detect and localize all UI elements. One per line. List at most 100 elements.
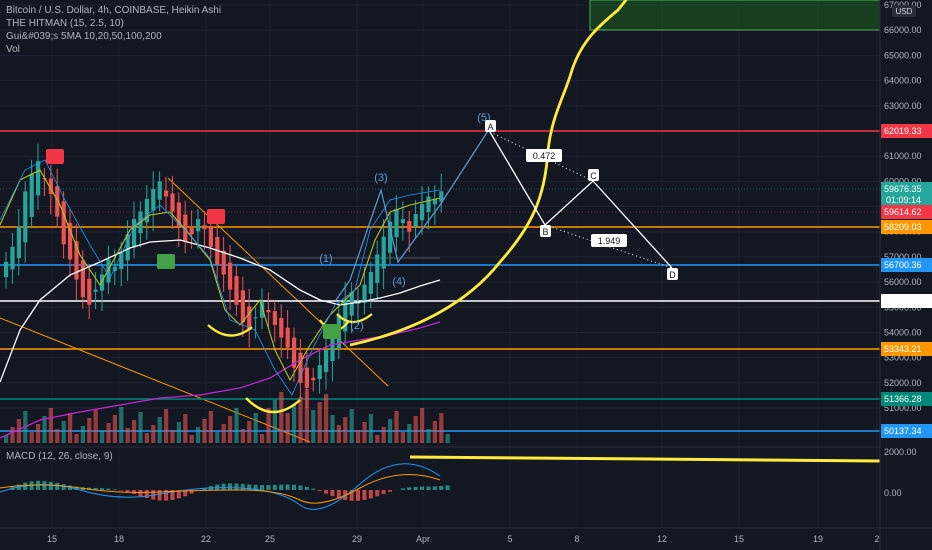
symbol-title[interactable]: Bitcoin / U.S. Dollar, 4h, COINBASE, Hei… bbox=[6, 5, 222, 16]
macd-histogram-bar bbox=[240, 483, 245, 490]
candle-body bbox=[55, 186, 60, 217]
macd-histogram-bar bbox=[330, 490, 335, 497]
price-tick-label: 51000.00 bbox=[884, 403, 922, 413]
wave-path bbox=[335, 130, 489, 301]
harmonic-point-box bbox=[588, 169, 599, 181]
candle-body bbox=[324, 350, 329, 373]
volume-bar bbox=[74, 434, 79, 443]
time-tick-label: 2 bbox=[874, 534, 879, 544]
candle-body bbox=[202, 225, 207, 230]
volume-bar bbox=[317, 402, 322, 443]
time-tick-label: 22 bbox=[201, 534, 211, 544]
volume-bar bbox=[151, 425, 156, 443]
chart-legend: Bitcoin / U.S. Dollar, 4h, COINBASE, Hei… bbox=[6, 4, 221, 56]
volume-bar bbox=[356, 430, 361, 443]
macd-histogram-bar bbox=[228, 483, 232, 490]
volume-bar bbox=[16, 419, 21, 443]
sell-signal-icon bbox=[207, 209, 225, 224]
macd-histogram-bar bbox=[125, 490, 130, 493]
buy-signal-icon bbox=[323, 324, 341, 339]
candle-body bbox=[413, 214, 418, 227]
candle-body bbox=[311, 377, 316, 381]
candle-body bbox=[285, 327, 290, 348]
candle-body bbox=[164, 190, 169, 197]
price-tag-box bbox=[881, 205, 932, 219]
macd-histogram-bar bbox=[445, 485, 450, 490]
volume-bar bbox=[426, 429, 431, 443]
candle-body bbox=[272, 311, 277, 325]
time-tick-label: 5 bbox=[507, 534, 512, 544]
volume-bar bbox=[144, 433, 149, 443]
volume-bar bbox=[183, 414, 188, 443]
volume-bar bbox=[10, 427, 15, 443]
macd-histogram-bar bbox=[23, 482, 28, 490]
macd-histogram-bar bbox=[234, 483, 239, 490]
candle-body bbox=[400, 219, 405, 224]
macd-histogram-bar bbox=[407, 487, 412, 490]
indicator-volume[interactable]: Vol bbox=[6, 44, 20, 55]
macd-histogram-bar bbox=[311, 488, 316, 490]
candle-body bbox=[132, 219, 137, 248]
candle-body bbox=[119, 251, 124, 269]
volume-bar bbox=[349, 409, 354, 443]
harmonic-point-box bbox=[485, 120, 496, 132]
volume-bar bbox=[407, 424, 412, 443]
macd-histogram-bar bbox=[349, 490, 354, 501]
candle-body bbox=[125, 234, 130, 261]
volume-bar bbox=[420, 408, 425, 443]
volume-bar bbox=[279, 392, 284, 443]
macd-histogram-bar bbox=[400, 488, 405, 490]
macd-histogram-bar bbox=[439, 486, 444, 490]
macd-histogram-bar bbox=[106, 488, 111, 490]
ma-white bbox=[0, 239, 441, 383]
volume-bar bbox=[336, 425, 341, 443]
volume-bar bbox=[68, 413, 73, 443]
macd-histogram-bar bbox=[253, 484, 258, 490]
volume-bar bbox=[311, 410, 316, 443]
candle-body bbox=[189, 228, 194, 235]
price-tag-box bbox=[881, 342, 932, 356]
candle-body bbox=[183, 214, 188, 242]
harmonic-point-box bbox=[540, 225, 551, 237]
macd-histogram-bar bbox=[413, 486, 418, 490]
price-tick-label: 57000.00 bbox=[884, 252, 922, 262]
candle-body bbox=[100, 274, 105, 291]
macd-histogram-bar bbox=[138, 490, 143, 497]
macd-signal-line bbox=[0, 474, 441, 504]
indicator-moving-averages[interactable]: Gui&#039;s 5MA 10,20,50,100,200 bbox=[6, 31, 162, 42]
volume-bar bbox=[260, 434, 265, 443]
candle-body bbox=[298, 352, 303, 383]
volume-bar bbox=[247, 421, 252, 443]
volume-bar bbox=[413, 416, 418, 443]
candle-body bbox=[106, 259, 111, 283]
volume-bar bbox=[400, 432, 405, 443]
volume-bar bbox=[304, 389, 309, 443]
macd-histogram-bar bbox=[292, 484, 296, 490]
candle-body bbox=[362, 284, 367, 304]
macd-histogram-bar bbox=[304, 486, 309, 490]
indicator-hitman[interactable]: THE HITMAN (15, 2.5, 10) bbox=[6, 18, 124, 29]
candle-body bbox=[10, 246, 15, 270]
macd-histogram-bar bbox=[119, 490, 124, 491]
macd-histogram-bar bbox=[260, 485, 264, 490]
candle-body bbox=[420, 203, 425, 221]
macd-histogram-bar bbox=[285, 484, 290, 490]
harmonic-pattern: A B C D 0.472 1.949 bbox=[485, 120, 678, 280]
harmonic-ratio-box bbox=[591, 234, 627, 247]
time-tick-label: 15 bbox=[734, 534, 744, 544]
macd-histogram-bar bbox=[375, 490, 380, 497]
macd-histogram-bar bbox=[336, 490, 341, 499]
macd-line bbox=[0, 463, 441, 510]
candle-body bbox=[61, 201, 66, 245]
currency-badge bbox=[892, 5, 916, 17]
candle-body bbox=[80, 260, 85, 298]
macd-histogram-bar bbox=[100, 488, 104, 490]
wave-label: (2) bbox=[350, 320, 363, 332]
candle-body bbox=[208, 227, 213, 247]
candle-body bbox=[304, 367, 309, 388]
candle-body bbox=[23, 191, 28, 243]
volume-bar bbox=[240, 429, 245, 443]
